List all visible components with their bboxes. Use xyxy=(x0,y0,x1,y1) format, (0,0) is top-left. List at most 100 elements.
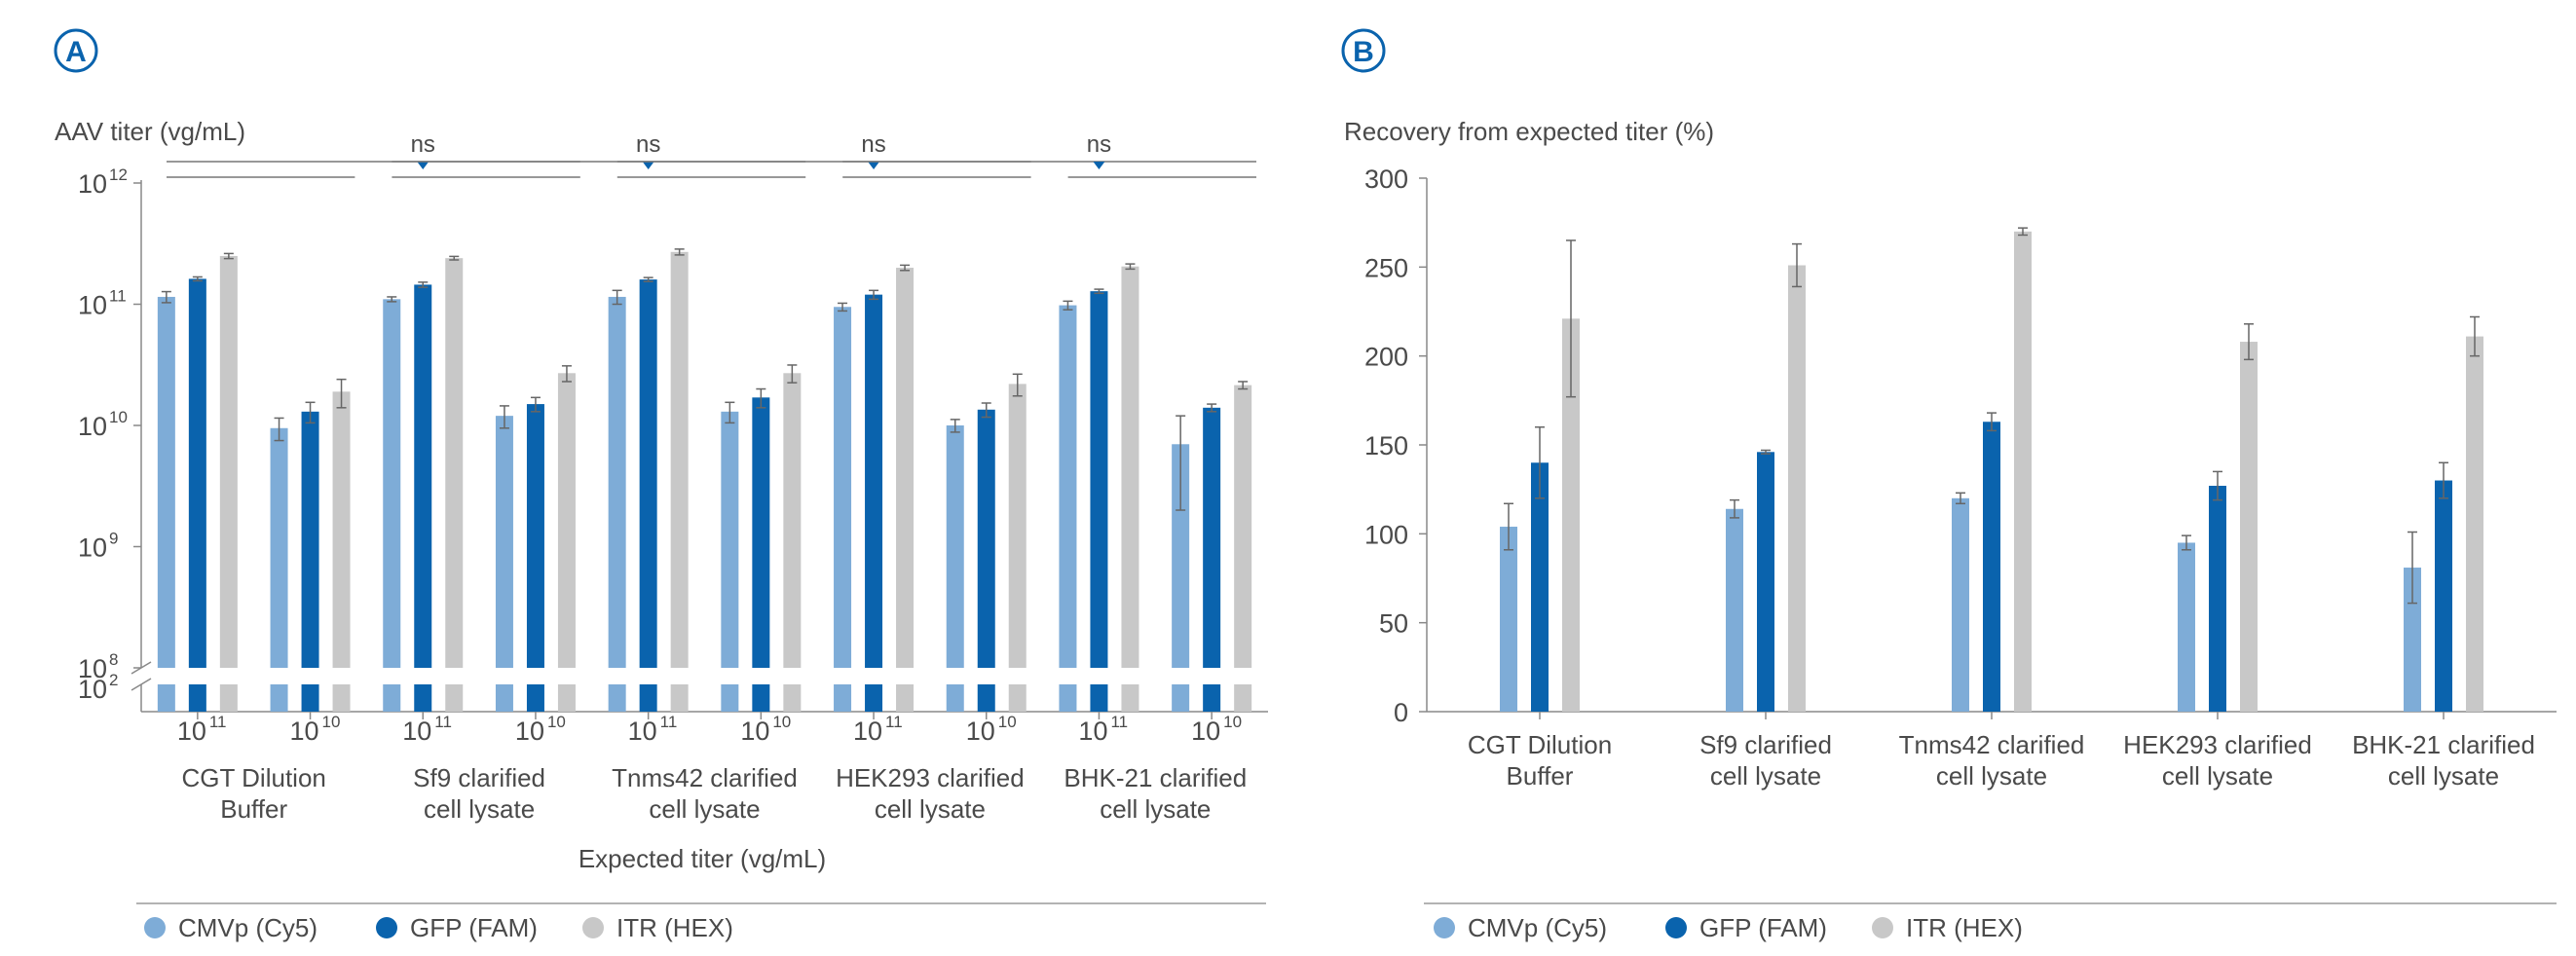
legend-label: ITR (HEX) xyxy=(616,913,733,942)
panel-b-letter: B xyxy=(1353,36,1374,68)
panel-b-bar xyxy=(2014,231,2032,713)
panel-a-group-label: cell lysate xyxy=(424,794,535,824)
panel-a-bar-base xyxy=(1090,684,1108,712)
panel-a-bar xyxy=(495,416,513,668)
panel-b-group-label: Sf9 clarified xyxy=(1699,730,1832,759)
panel-a-x-tick-exponent: 10 xyxy=(1223,713,1242,731)
panel-a-bar-base xyxy=(526,684,544,712)
panel-b-bar xyxy=(1983,422,2000,712)
panel-a-bar xyxy=(557,373,576,668)
panel-a-bar xyxy=(1090,291,1108,668)
panel-a-bar xyxy=(301,411,319,668)
panel-a-bar xyxy=(639,279,657,668)
panel-a-badge: A xyxy=(54,28,98,73)
panel-a-bar-base xyxy=(557,684,576,712)
panel-a-bar xyxy=(219,255,238,668)
panel-a-y-tick-exponent: 10 xyxy=(109,408,128,426)
panel-a-bar-base xyxy=(896,684,915,712)
panel-a-bar xyxy=(157,296,175,668)
panel-a-y-tick-label: 10 xyxy=(78,654,107,683)
panel-a-bar xyxy=(1203,407,1221,668)
panel-a-bar xyxy=(270,427,288,668)
panel-a-bar xyxy=(865,294,883,668)
panel-b-badge: B xyxy=(1341,28,1386,73)
panel-a-comparison-marker xyxy=(1093,162,1105,169)
panel-a-x-tick-label: 10 xyxy=(1078,717,1107,746)
panel-a-axis-break-mark xyxy=(131,678,152,691)
panel-a-bar xyxy=(383,299,401,668)
panel-b-group-label: CGT Dilution xyxy=(1468,730,1612,759)
panel-a-group-label: cell lysate xyxy=(649,794,760,824)
panel-a-comparison-marker xyxy=(417,162,429,169)
panel-a-x-tick-exponent: 10 xyxy=(322,713,341,731)
panel-a-bar xyxy=(445,258,464,668)
panel-b-bar xyxy=(2178,542,2195,712)
panel-a-ns-label: ns xyxy=(1087,131,1111,158)
panel-a-x-tick-exponent: 11 xyxy=(660,713,678,731)
panel-b-bar xyxy=(2209,486,2226,712)
panel-a-group-label: Sf9 clarified xyxy=(413,763,545,792)
panel-a-bar xyxy=(608,296,626,668)
panel-a-bar xyxy=(1059,305,1077,668)
panel-b-y-tick-label: 150 xyxy=(1364,431,1408,460)
panel-b-ylabel: Recovery from expected titer (%) xyxy=(1344,117,1714,146)
panel-a-comparison-marker xyxy=(868,162,880,169)
panel-a-y-tick-exponent: 12 xyxy=(109,165,128,184)
panel-b-group-label: Tnms42 clarified xyxy=(1899,730,2085,759)
panel-a-y-tick-label: 10 xyxy=(78,412,107,441)
panel-a-bar-base xyxy=(301,684,319,712)
panel-b-bar xyxy=(1500,527,1517,712)
panel-a-ns-label: ns xyxy=(411,131,435,158)
panel-a-bar xyxy=(1172,444,1190,668)
panel-a-bar xyxy=(977,409,995,668)
panel-a-bar xyxy=(332,391,351,668)
panel-b-bar xyxy=(1562,318,1580,712)
panel-a-x-tick-label: 10 xyxy=(628,717,657,746)
panel-b-bar xyxy=(2240,342,2258,712)
legend-swatch xyxy=(1434,917,1455,938)
panel-a-x-tick-exponent: 10 xyxy=(998,713,1017,731)
panel-a-bar-base xyxy=(1059,684,1077,712)
panel-a-bar-base xyxy=(270,684,288,712)
panel-b-group-label: cell lysate xyxy=(1710,761,1821,791)
panel-a-y-tick-exponent: 2 xyxy=(109,671,118,689)
panel-a-bar-base xyxy=(219,684,238,712)
panel-a-bar xyxy=(1234,385,1252,668)
panel-a-bar xyxy=(1008,384,1027,668)
panel-a-x-tick-exponent: 11 xyxy=(885,713,903,731)
panel-b-y-tick-label: 300 xyxy=(1364,165,1408,194)
panel-a-group-label: Buffer xyxy=(220,794,287,824)
legend-label: CMVp (Cy5) xyxy=(1468,913,1607,942)
panel-a-x-tick-exponent: 11 xyxy=(434,713,452,731)
legend-swatch xyxy=(1665,917,1687,938)
panel-a-x-tick-exponent: 11 xyxy=(209,713,227,731)
panel-a-bar-base xyxy=(332,684,351,712)
panel-a-y-tick-label: 10 xyxy=(78,169,107,199)
panel-a-letter: A xyxy=(65,36,87,68)
panel-a-group-label: cell lysate xyxy=(1100,794,1211,824)
panel-b-group-label: cell lysate xyxy=(1936,761,2047,791)
panel-a-bar-base xyxy=(834,684,852,712)
panel-b-bar xyxy=(2466,336,2483,712)
panel-a-group-label: HEK293 clarified xyxy=(836,763,1025,792)
panel-a-group-label: cell lysate xyxy=(875,794,986,824)
panel-a-x-tick-label: 10 xyxy=(515,717,544,746)
panel-a-x-tick-label: 10 xyxy=(177,717,206,746)
legend-label: GFP (FAM) xyxy=(1699,913,1827,942)
panel-a-bar-base xyxy=(1121,684,1139,712)
panel-b-bar xyxy=(1726,508,1743,712)
panel-a-bar xyxy=(834,307,852,668)
panel-a-bar-base xyxy=(383,684,401,712)
legend-a: CMVp (Cy5) GFP (FAM) ITR (HEX) xyxy=(144,913,733,942)
panel-b-bar xyxy=(1788,265,1806,712)
panel-a-bar xyxy=(188,278,206,668)
panel-b-y-tick-label: 100 xyxy=(1364,520,1408,549)
legend-label: ITR (HEX) xyxy=(1906,913,2023,942)
panel-a-x-tick-label: 10 xyxy=(966,717,995,746)
panel-a-x-tick-label: 10 xyxy=(1191,717,1220,746)
legend-label: CMVp (Cy5) xyxy=(178,913,317,942)
panel-a-group-label: BHK-21 clarified xyxy=(1064,763,1247,792)
